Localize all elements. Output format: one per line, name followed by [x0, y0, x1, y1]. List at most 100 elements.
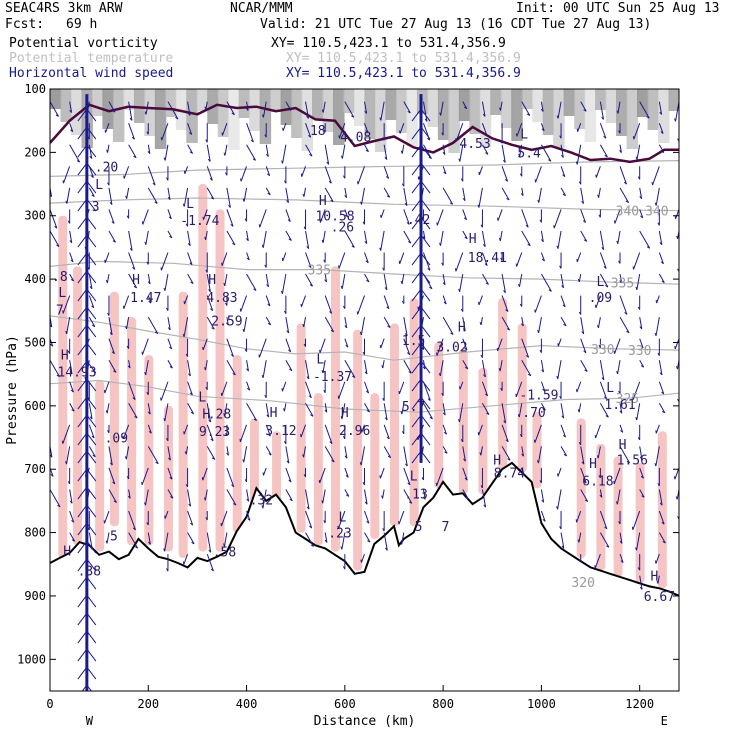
y-tick-label: 500: [24, 335, 46, 349]
wind-vector-head: [619, 149, 622, 153]
pv-label: 10.58: [315, 210, 354, 225]
wind-vector-head: [542, 388, 546, 392]
pv-shade-column: [353, 329, 363, 571]
wind-vector-head: [286, 199, 289, 203]
wind-vector: [481, 489, 487, 508]
wind-vector: [344, 489, 350, 497]
wind-vector-head: [134, 546, 138, 549]
pv-label: H: [61, 349, 69, 364]
x-tick-label: 0: [46, 697, 53, 711]
strong-jet-chevron: [77, 108, 97, 122]
strong-jet-chevron: [77, 468, 97, 482]
wind-vector-head: [661, 150, 665, 153]
wind-vector: [442, 144, 446, 155]
wind-vector-head: [578, 311, 582, 315]
wind-vector: [383, 273, 388, 290]
wind-vector: [206, 446, 216, 460]
wind-vector: [619, 316, 630, 333]
wind-vector-head: [407, 352, 410, 356]
wind-vector: [128, 360, 131, 369]
wind-vector-head: [578, 559, 582, 563]
legend-wind-name: Horizontal wind speed: [9, 66, 174, 81]
theta-line: [50, 160, 679, 177]
wind-vector-head: [464, 236, 468, 240]
wind-vector-head: [575, 161, 578, 165]
wind-vector: [534, 295, 542, 313]
wind-vector: [501, 187, 510, 201]
wind-vector: [107, 144, 110, 153]
pv-label: 1.61: [604, 398, 635, 413]
wind-vector-head: [683, 327, 686, 329]
pv-shade-column: [576, 418, 586, 558]
wind-vector-head: [70, 389, 74, 393]
strong-jet-chevron: [411, 306, 431, 320]
wind-vector-head: [480, 354, 483, 358]
wind-vector: [141, 467, 149, 486]
wind-vector-head: [438, 372, 441, 377]
wind-vector: [104, 510, 110, 524]
wind-vector-head: [637, 436, 641, 441]
wind-vector-head: [147, 411, 151, 415]
wind-vector-head: [210, 308, 214, 311]
strat-shade: [70, 89, 83, 135]
wind-vector: [324, 295, 333, 314]
wind-vector-head: [439, 112, 442, 116]
pv-label: 3.12: [265, 424, 296, 439]
wind-vector-head: [323, 129, 326, 133]
wind-vector-head: [659, 372, 663, 376]
wind-vector-head: [91, 435, 95, 439]
pv-label: 6.67: [644, 590, 675, 605]
wind-vector: [655, 446, 660, 467]
wind-vector: [560, 424, 566, 438]
strong-jet-chevron: [77, 486, 97, 500]
wind-vector-head: [112, 240, 116, 243]
wind-vector: [69, 510, 75, 523]
wind-vector: [167, 230, 173, 239]
wind-vector-head: [124, 456, 127, 460]
strong-jet-chevron: [77, 450, 97, 464]
wind-vector: [62, 424, 71, 444]
wind-vector-head: [464, 347, 468, 351]
strong-jet-chevron: [77, 558, 97, 572]
wind-vector: [226, 359, 236, 376]
wind-vector: [403, 467, 411, 486]
wind-vector: [658, 381, 665, 395]
wind-vector: [619, 295, 628, 315]
wind-vector: [401, 144, 405, 154]
wind-vector: [658, 360, 663, 376]
wind-vector: [147, 273, 151, 284]
wind-vector-head: [443, 431, 447, 435]
theta-label: 335: [308, 264, 331, 279]
wind-vector-head: [267, 192, 271, 196]
wind-vector: [379, 467, 385, 479]
wind-vector-head: [127, 495, 131, 499]
pv-label: .42: [407, 213, 430, 228]
wind-vector-head: [562, 193, 566, 197]
wind-vector: [398, 381, 405, 395]
wind-vector: [462, 489, 469, 500]
wind-vector: [187, 144, 194, 154]
strong-jet-chevron: [77, 378, 97, 392]
wind-vector-head: [406, 222, 410, 225]
wind-vector: [167, 209, 172, 219]
wind-vector-head: [71, 409, 75, 412]
wind-vector: [303, 317, 307, 328]
wind-vector: [482, 403, 490, 415]
wind-vector: [167, 317, 171, 331]
strat-shade: [196, 89, 209, 111]
pv-label: L: [410, 470, 418, 485]
wind-vector-head: [65, 461, 68, 465]
wind-vector-head: [342, 435, 346, 440]
wind-vector-head: [90, 546, 93, 550]
wind-vector-head: [626, 460, 630, 464]
pv-shade-column: [370, 393, 380, 539]
wind-vector-head: [463, 106, 468, 110]
wind-vector: [338, 123, 346, 139]
wind-vector: [259, 209, 267, 228]
wind-vector: [338, 252, 346, 269]
wind-vector: [282, 144, 287, 164]
wind-vector-head: [526, 113, 531, 116]
wind-vector: [226, 446, 229, 456]
wind-vector: [599, 101, 604, 120]
strat-shade: [270, 89, 282, 112]
